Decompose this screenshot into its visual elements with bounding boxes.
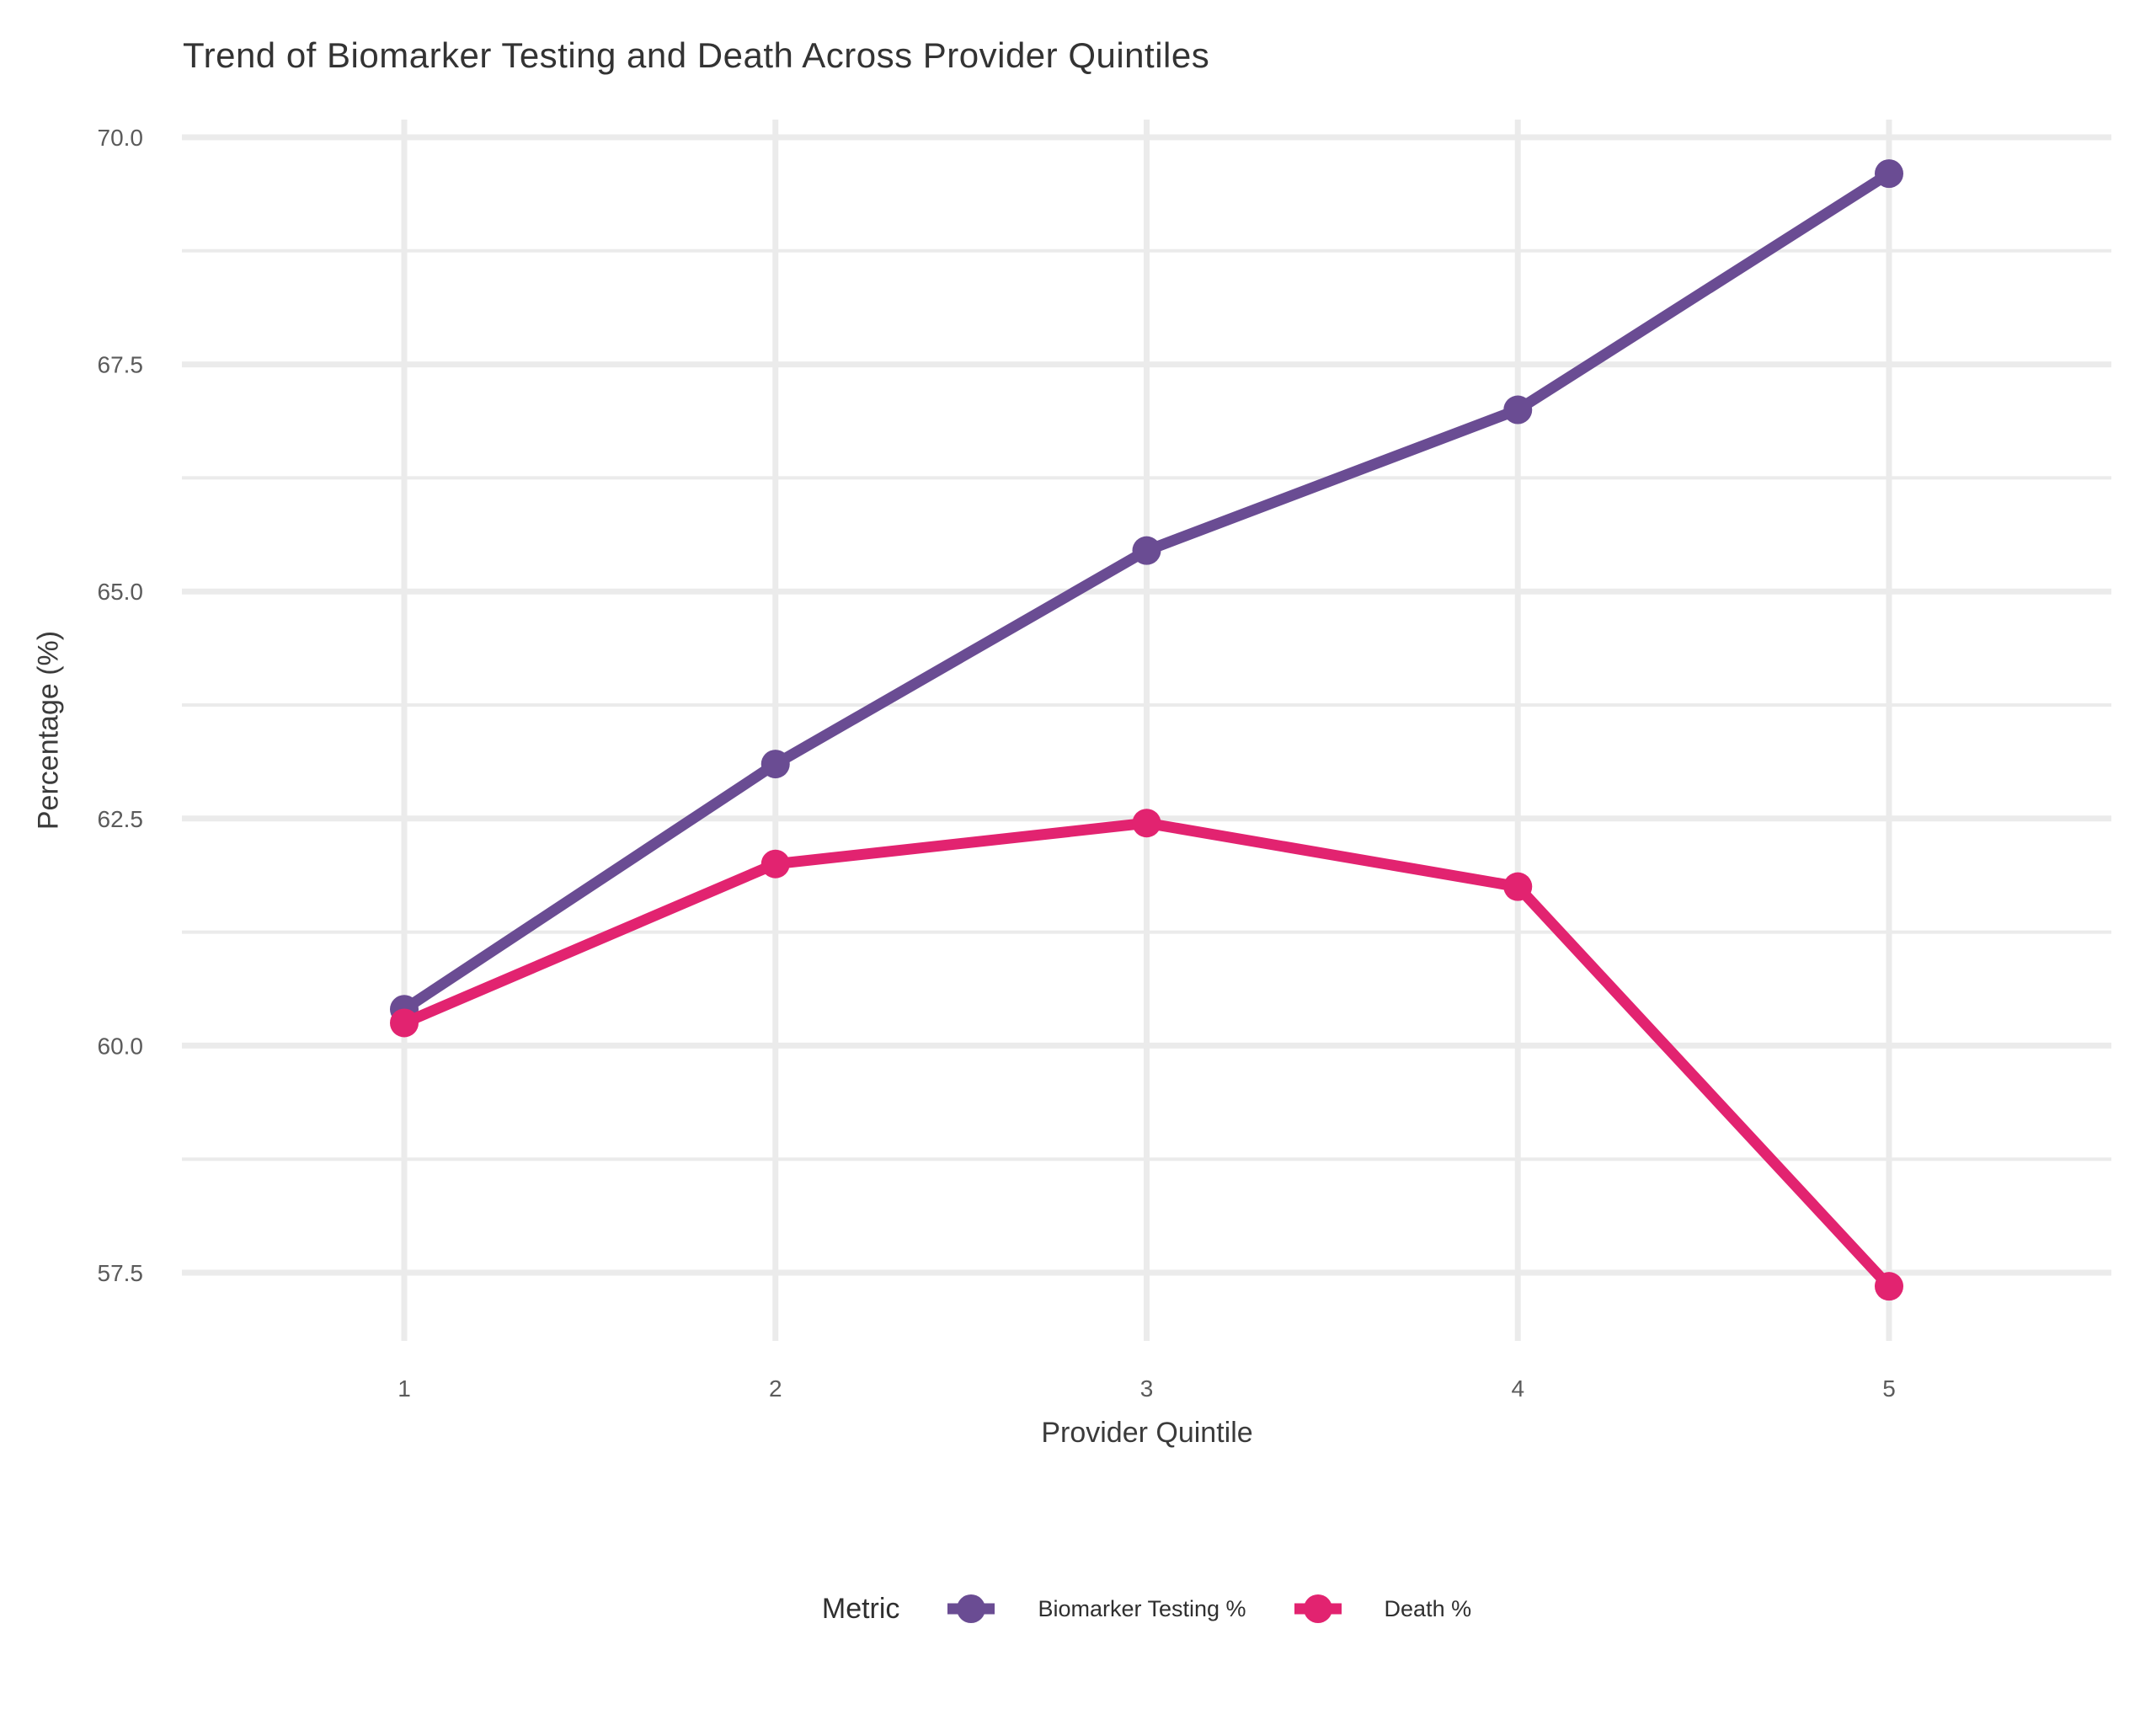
x-axis-title: Provider Quintile xyxy=(1041,1417,1253,1449)
legend-marker-icon xyxy=(947,1594,995,1623)
legend-title: Metric xyxy=(821,1592,900,1625)
data-point[interactable] xyxy=(1875,159,1903,189)
y-tick-label: 62.5 xyxy=(98,806,144,832)
chart-title: Trend of Biomarker Testing and Death Acr… xyxy=(183,35,1210,75)
data-point[interactable] xyxy=(1132,536,1161,565)
data-point[interactable] xyxy=(1132,809,1161,838)
y-tick-label: 57.5 xyxy=(98,1260,144,1286)
y-tick-label: 65.0 xyxy=(98,579,144,605)
x-tick-label: 4 xyxy=(1511,1375,1524,1402)
y-axis-title: Percentage (%) xyxy=(32,630,65,830)
x-tick-label: 2 xyxy=(769,1375,782,1402)
legend-marker-icon xyxy=(1294,1594,1342,1623)
y-tick-label: 67.5 xyxy=(98,352,144,378)
data-point[interactable] xyxy=(760,750,790,779)
legend-item-0[interactable]: Biomarker Testing % xyxy=(947,1590,1246,1627)
data-point[interactable] xyxy=(760,849,790,879)
legend-item-1[interactable]: Death % xyxy=(1294,1590,1472,1627)
data-point[interactable] xyxy=(1875,1272,1903,1301)
x-tick-label: 3 xyxy=(1140,1375,1154,1402)
legend-items: Biomarker Testing % Death % xyxy=(947,1590,1471,1627)
legend: Metric Biomarker Testing % Death % xyxy=(182,1590,2111,1627)
data-point[interactable] xyxy=(1503,872,1533,901)
data-point[interactable] xyxy=(390,1008,419,1038)
legend-item-label: Biomarker Testing % xyxy=(1038,1595,1246,1621)
x-tick-label: 1 xyxy=(398,1375,411,1402)
legend-item-label: Death % xyxy=(1384,1595,1472,1621)
y-tick-label: 60.0 xyxy=(98,1033,144,1059)
x-tick-label: 5 xyxy=(1882,1375,1896,1402)
data-point[interactable] xyxy=(1503,395,1533,425)
y-tick-label: 70.0 xyxy=(98,125,144,151)
